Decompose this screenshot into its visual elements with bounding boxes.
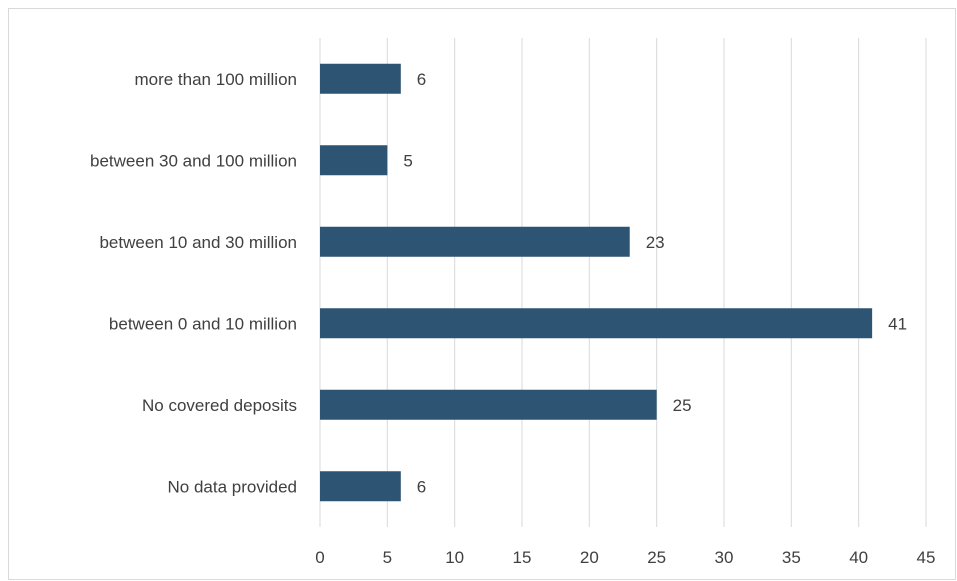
x-tick-label: 20 [580, 548, 599, 567]
data-label: 6 [417, 70, 426, 89]
x-tick-label: 25 [647, 548, 666, 567]
category-label: between 30 and 100 million [90, 151, 297, 170]
bar [320, 226, 630, 257]
data-label: 5 [403, 151, 412, 170]
chart-frame [8, 8, 956, 580]
bar [320, 63, 401, 94]
data-label: 23 [646, 233, 665, 252]
category-label: between 10 and 30 million [99, 233, 297, 252]
category-label: No data provided [168, 477, 297, 496]
x-tick-label: 5 [383, 548, 392, 567]
bar [320, 389, 657, 420]
x-tick-label: 30 [715, 548, 734, 567]
category-label: No covered deposits [142, 396, 297, 415]
x-tick-label: 45 [917, 548, 936, 567]
data-label: 25 [673, 396, 692, 415]
label-layer: 0 5 10 15 20 25 30 35 40 45 more than 100 million 6… [90, 70, 935, 567]
category-label: between 0 and 10 million [109, 314, 297, 333]
data-label: 6 [417, 477, 426, 496]
x-tick-label: 0 [315, 548, 324, 567]
bar-layer [320, 63, 873, 502]
x-tick-label: 15 [513, 548, 532, 567]
category-label: more than 100 million [134, 70, 297, 89]
bar [320, 145, 388, 176]
x-tick-label: 35 [782, 548, 801, 567]
data-label: 41 [888, 314, 907, 333]
grid-layer [319, 38, 927, 527]
x-tick-label: 10 [445, 548, 464, 567]
bar [320, 471, 401, 502]
bar [320, 308, 873, 339]
x-tick-label: 40 [849, 548, 868, 567]
